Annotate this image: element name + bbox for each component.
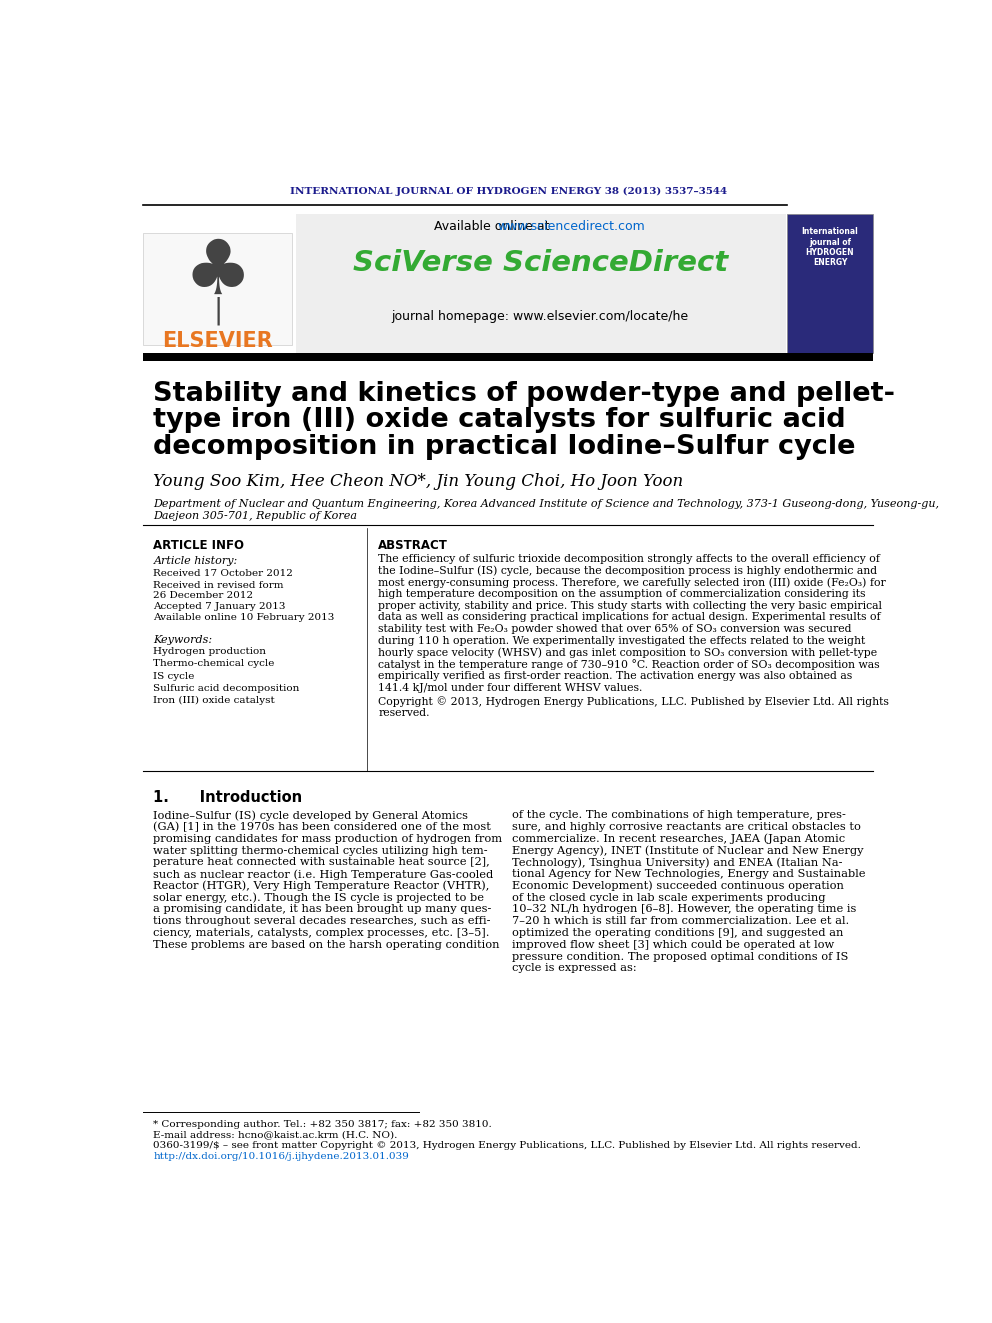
Text: high temperature decomposition on the assumption of commercialization considerin: high temperature decomposition on the as… xyxy=(378,589,866,599)
Text: 141.4 kJ/mol under four different WHSV values.: 141.4 kJ/mol under four different WHSV v… xyxy=(378,683,643,692)
Text: INTERNATIONAL JOURNAL OF HYDROGEN ENERGY 38 (2013) 3537–3544: INTERNATIONAL JOURNAL OF HYDROGEN ENERGY… xyxy=(290,187,727,196)
Text: Daejeon 305-701, Republic of Korea: Daejeon 305-701, Republic of Korea xyxy=(154,512,357,521)
Text: of the cycle. The combinations of high temperature, pres-: of the cycle. The combinations of high t… xyxy=(512,810,845,820)
Text: ciency, materials, catalysts, complex processes, etc. [3–5].: ciency, materials, catalysts, complex pr… xyxy=(154,927,490,938)
Text: Hydrogen production: Hydrogen production xyxy=(154,647,267,656)
Text: journal homepage: www.elsevier.com/locate/he: journal homepage: www.elsevier.com/locat… xyxy=(392,310,688,323)
Text: Energy Agency), INET (Institute of Nuclear and New Energy: Energy Agency), INET (Institute of Nucle… xyxy=(512,845,863,856)
Text: Reactor (HTGR), Very High Temperature Reactor (VHTR),: Reactor (HTGR), Very High Temperature Re… xyxy=(154,881,490,892)
Text: These problems are based on the harsh operating condition: These problems are based on the harsh op… xyxy=(154,939,500,950)
Text: of the closed cycle in lab scale experiments producing: of the closed cycle in lab scale experim… xyxy=(512,893,825,902)
Text: sure, and highly corrosive reactants are critical obstacles to: sure, and highly corrosive reactants are… xyxy=(512,822,860,832)
Text: optimized the operating conditions [9], and suggested an: optimized the operating conditions [9], … xyxy=(512,927,843,938)
Text: Department of Nuclear and Quantum Engineering, Korea Advanced Institute of Scien: Department of Nuclear and Quantum Engine… xyxy=(154,499,939,509)
Text: IS cycle: IS cycle xyxy=(154,672,194,680)
Text: Young Soo Kim, Hee Cheon NO*, Jin Young Choi, Ho Joon Yoon: Young Soo Kim, Hee Cheon NO*, Jin Young … xyxy=(154,472,683,490)
Bar xyxy=(788,214,873,353)
Text: perature heat connected with sustainable heat source [2],: perature heat connected with sustainable… xyxy=(154,857,490,868)
Text: ♣: ♣ xyxy=(184,235,252,310)
Text: * Corresponding author. Tel.: +82 350 3817; fax: +82 350 3810.: * Corresponding author. Tel.: +82 350 38… xyxy=(154,1119,492,1129)
Text: Iodine–Sulfur (IS) cycle developed by General Atomics: Iodine–Sulfur (IS) cycle developed by Ge… xyxy=(154,810,468,820)
Text: Received in revised form: Received in revised form xyxy=(154,581,284,590)
Bar xyxy=(296,214,786,353)
Bar xyxy=(144,233,293,345)
Text: Iron (III) oxide catalyst: Iron (III) oxide catalyst xyxy=(154,696,275,705)
Text: proper activity, stability and price. This study starts with collecting the very: proper activity, stability and price. Th… xyxy=(378,601,882,611)
Text: commercialize. In recent researches, JAEA (Japan Atomic: commercialize. In recent researches, JAE… xyxy=(512,833,844,844)
Text: pressure condition. The proposed optimal conditions of IS: pressure condition. The proposed optimal… xyxy=(512,951,848,962)
Text: 7–20 h which is still far from commercialization. Lee et al.: 7–20 h which is still far from commercia… xyxy=(512,917,849,926)
Text: 26 December 2012: 26 December 2012 xyxy=(154,591,254,601)
Text: ARTICLE INFO: ARTICLE INFO xyxy=(154,540,244,552)
Text: Thermo-chemical cycle: Thermo-chemical cycle xyxy=(154,659,275,668)
Text: Received 17 October 2012: Received 17 October 2012 xyxy=(154,569,294,578)
Text: Copyright © 2013, Hydrogen Energy Publications, LLC. Published by Elsevier Ltd. : Copyright © 2013, Hydrogen Energy Public… xyxy=(378,696,889,708)
Text: reserved.: reserved. xyxy=(378,708,430,718)
Text: International
journal of
HYDROGEN
ENERGY: International journal of HYDROGEN ENERGY xyxy=(802,228,858,267)
Text: hourly space velocity (WHSV) and gas inlet composition to SO₃ conversion with pe: hourly space velocity (WHSV) and gas inl… xyxy=(378,647,877,658)
Text: Sulfuric acid decomposition: Sulfuric acid decomposition xyxy=(154,684,300,693)
Text: cycle is expressed as:: cycle is expressed as: xyxy=(512,963,636,974)
Text: tions throughout several decades researches, such as effi-: tions throughout several decades researc… xyxy=(154,917,491,926)
Text: E-mail address: hcno@kaist.ac.krm (H.C. NO).: E-mail address: hcno@kaist.ac.krm (H.C. … xyxy=(154,1130,398,1139)
Text: SciVerse ScienceDirect: SciVerse ScienceDirect xyxy=(352,249,728,277)
Text: promising candidates for mass production of hydrogen from: promising candidates for mass production… xyxy=(154,833,503,844)
Text: Economic Development) succeeded continuous operation: Economic Development) succeeded continuo… xyxy=(512,881,843,892)
Text: 0360-3199/$ – see front matter Copyright © 2013, Hydrogen Energy Publications, L: 0360-3199/$ – see front matter Copyright… xyxy=(154,1142,861,1150)
Text: catalyst in the temperature range of 730–910 °C. Reaction order of SO₃ decomposi: catalyst in the temperature range of 730… xyxy=(378,659,880,669)
Text: water splitting thermo-chemical cycles utilizing high tem-: water splitting thermo-chemical cycles u… xyxy=(154,845,488,856)
Text: http://dx.doi.org/10.1016/j.ijhydene.2013.01.039: http://dx.doi.org/10.1016/j.ijhydene.201… xyxy=(154,1152,410,1162)
Text: Available online at: Available online at xyxy=(434,220,554,233)
Text: 1.      Introduction: 1. Introduction xyxy=(154,790,303,806)
Text: (GA) [1] in the 1970s has been considered one of the most: (GA) [1] in the 1970s has been considere… xyxy=(154,822,491,832)
Bar xyxy=(144,353,873,360)
Text: |: | xyxy=(213,296,222,325)
Text: the Iodine–Sulfur (IS) cycle, because the decomposition process is highly endoth: the Iodine–Sulfur (IS) cycle, because th… xyxy=(378,565,877,576)
Text: a promising candidate, it has been brought up many ques-: a promising candidate, it has been broug… xyxy=(154,905,492,914)
Text: Stability and kinetics of powder-type and pellet-: Stability and kinetics of powder-type an… xyxy=(154,381,896,406)
Text: 10–32 NL/h hydrogen [6–8]. However, the operating time is: 10–32 NL/h hydrogen [6–8]. However, the … xyxy=(512,905,856,914)
Text: Technology), Tsinghua University) and ENEA (Italian Na-: Technology), Tsinghua University) and EN… xyxy=(512,857,842,868)
Text: ELSEVIER: ELSEVIER xyxy=(163,331,273,351)
Text: Keywords:: Keywords: xyxy=(154,635,212,644)
Text: The efficiency of sulfuric trioxide decomposition strongly affects to the overal: The efficiency of sulfuric trioxide deco… xyxy=(378,554,880,564)
Text: Accepted 7 January 2013: Accepted 7 January 2013 xyxy=(154,602,286,611)
Text: www.sciencedirect.com: www.sciencedirect.com xyxy=(498,220,646,233)
Text: tional Agency for New Technologies, Energy and Sustainable: tional Agency for New Technologies, Ener… xyxy=(512,869,865,878)
Text: decomposition in practical Iodine–Sulfur cycle: decomposition in practical Iodine–Sulfur… xyxy=(154,434,856,460)
Text: data as well as considering practical implications for actual design. Experiment: data as well as considering practical im… xyxy=(378,613,881,622)
Text: empirically verified as first-order reaction. The activation energy was also obt: empirically verified as first-order reac… xyxy=(378,671,852,681)
Text: improved flow sheet [3] which could be operated at low: improved flow sheet [3] which could be o… xyxy=(512,939,833,950)
Text: during 110 h operation. We experimentally investigated the effects related to th: during 110 h operation. We experimentall… xyxy=(378,635,865,646)
Text: Available online 10 February 2013: Available online 10 February 2013 xyxy=(154,613,335,622)
Text: solar energy, etc.). Though the IS cycle is projected to be: solar energy, etc.). Though the IS cycle… xyxy=(154,893,484,904)
Text: stability test with Fe₂O₃ powder showed that over 65% of SO₃ conversion was secu: stability test with Fe₂O₃ powder showed … xyxy=(378,624,852,634)
Text: Article history:: Article history: xyxy=(154,556,238,566)
Text: type iron (III) oxide catalysts for sulfuric acid: type iron (III) oxide catalysts for sulf… xyxy=(154,407,846,434)
Text: such as nuclear reactor (i.e. High Temperature Gas-cooled: such as nuclear reactor (i.e. High Tempe… xyxy=(154,869,494,880)
Text: most energy-consuming process. Therefore, we carefully selected iron (III) oxide: most energy-consuming process. Therefore… xyxy=(378,577,886,587)
Text: ABSTRACT: ABSTRACT xyxy=(378,540,448,552)
